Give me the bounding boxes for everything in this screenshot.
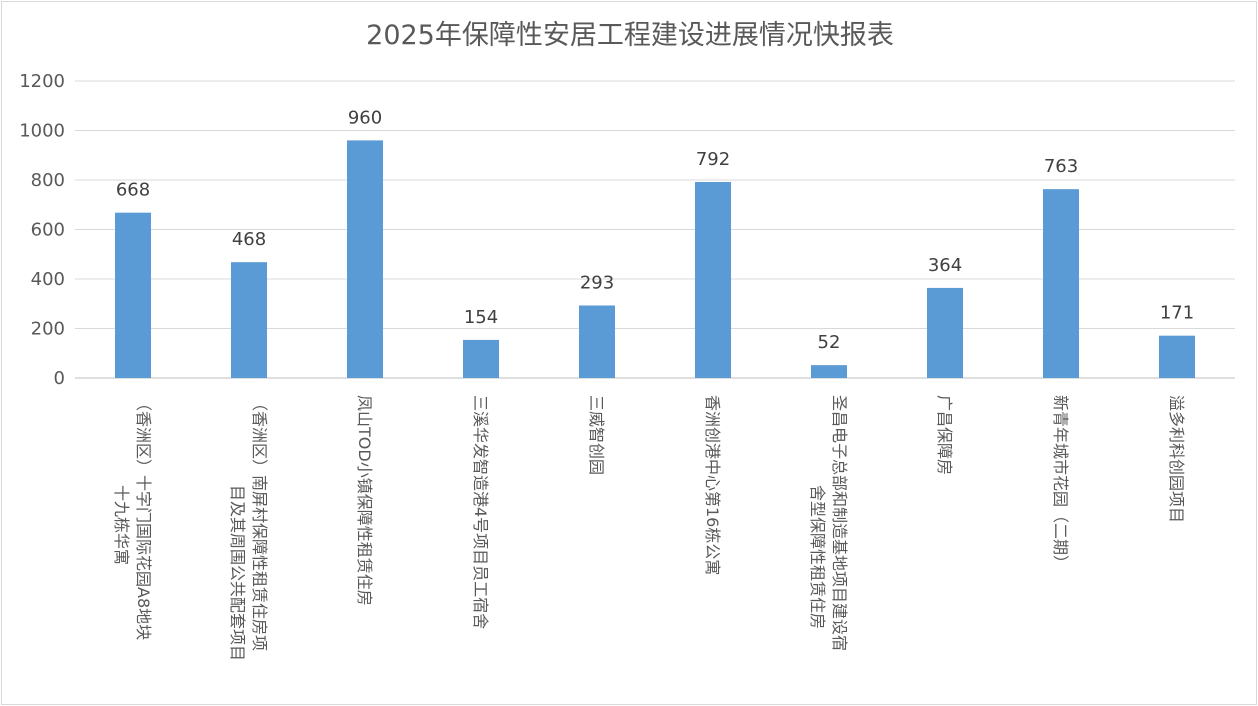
x-category-line: 三威智创园 bbox=[587, 395, 606, 475]
y-tick-label: 800 bbox=[31, 170, 65, 191]
data-label: 960 bbox=[348, 107, 382, 128]
x-category-label: 三威智创园 bbox=[587, 395, 606, 475]
data-label: 154 bbox=[464, 307, 498, 328]
x-category-line: 凤山TOD小镇保障性租赁住房 bbox=[355, 395, 374, 606]
data-label: 468 bbox=[232, 229, 266, 250]
x-category-line: 溢多利科创园项目 bbox=[1167, 395, 1186, 523]
data-label: 763 bbox=[1044, 156, 1078, 177]
bar bbox=[463, 339, 499, 378]
x-category-line: 广昌保障房 bbox=[935, 395, 954, 475]
data-label: 52 bbox=[818, 332, 841, 353]
gridlines bbox=[75, 80, 1235, 379]
data-label: 668 bbox=[116, 180, 150, 201]
x-category-line: 三溪华发智造港4号项目员工宿舍 bbox=[471, 395, 490, 629]
x-category-label: 香洲创港中心第16栋公寓 bbox=[703, 395, 722, 575]
x-category-line: （香洲区）南屏村保障性租赁住房项 bbox=[250, 395, 269, 651]
bar bbox=[1043, 189, 1079, 378]
bar bbox=[579, 305, 615, 378]
data-label: 364 bbox=[928, 255, 962, 276]
x-category-label: 新青年城市花园（二期） bbox=[1051, 395, 1070, 571]
bar bbox=[347, 140, 383, 378]
x-category-label: 三溪华发智造港4号项目员工宿舍 bbox=[471, 395, 490, 629]
bar bbox=[811, 365, 847, 378]
bars bbox=[115, 140, 1195, 378]
y-tick-label: 600 bbox=[31, 220, 65, 241]
y-axis-ticks: 0 200 400 600 800 1000 1200 bbox=[19, 71, 65, 389]
y-tick-label: 1200 bbox=[19, 71, 65, 92]
x-category-line: 目及其周围公共配套项目 bbox=[228, 485, 247, 661]
x-category-label: 凤山TOD小镇保障性租赁住房 bbox=[355, 395, 374, 606]
data-label: 171 bbox=[1160, 303, 1194, 324]
y-tick-label: 0 bbox=[54, 368, 65, 389]
x-category-line: 十九栋华寓 bbox=[112, 485, 131, 565]
data-label: 792 bbox=[696, 149, 730, 170]
x-category-line: 新青年城市花园（二期） bbox=[1051, 395, 1070, 571]
y-tick-label: 200 bbox=[31, 319, 65, 340]
bar bbox=[115, 212, 151, 378]
bar bbox=[1159, 335, 1195, 378]
x-category-line: （香洲区）十字门国际花园A8地块 bbox=[134, 395, 153, 640]
data-label: 293 bbox=[580, 272, 614, 293]
bar bbox=[695, 181, 731, 378]
bar bbox=[927, 287, 963, 378]
data-labels: 668 468 960 154 293 792 52 364 763 171 bbox=[116, 107, 1194, 353]
bar bbox=[231, 262, 267, 378]
x-category-label: 溢多利科创园项目 bbox=[1167, 395, 1186, 523]
x-category-line: 圣昌电子总部和制造基地项目建设宿 bbox=[830, 395, 849, 651]
y-tick-label: 400 bbox=[31, 269, 65, 290]
x-category-line: 香洲创港中心第16栋公寓 bbox=[703, 395, 722, 575]
x-category-line: 舍型保障性租赁住房 bbox=[808, 485, 827, 629]
chart-title: 2025年保障性安居工程建设进展情况快报表 bbox=[366, 20, 894, 51]
y-tick-label: 1000 bbox=[19, 121, 65, 142]
x-category-label: 广昌保障房 bbox=[935, 395, 954, 475]
